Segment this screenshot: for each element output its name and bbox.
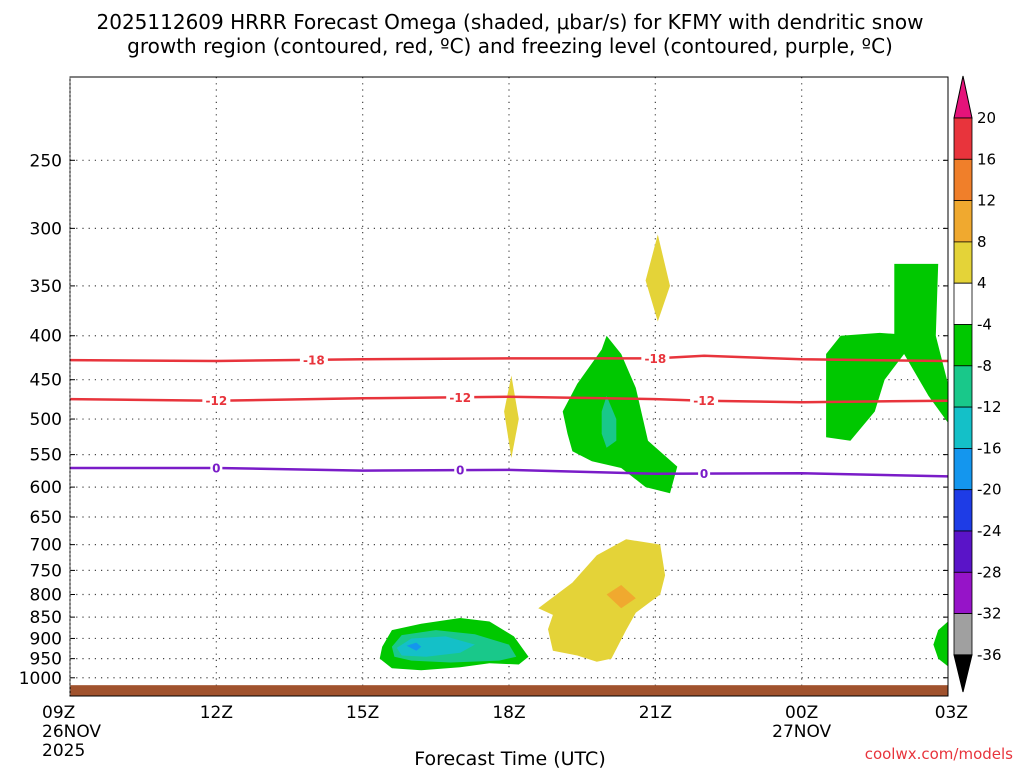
colorbar-band bbox=[953, 489, 973, 532]
freezing-level-0-line bbox=[70, 466, 949, 478]
x-tick-label: 18Z bbox=[492, 703, 525, 723]
colorbar-band bbox=[953, 571, 973, 614]
dgz-minus-12-label-bg bbox=[446, 390, 475, 405]
colorbar-band bbox=[953, 613, 973, 656]
colorbar-tick-label: 12 bbox=[977, 192, 996, 210]
temperature-contours: -18 -18 -12 -12 -12 0 0 0 bbox=[69, 351, 949, 481]
freezing-level-0-label-bg bbox=[698, 466, 711, 481]
colorbar-band bbox=[953, 282, 973, 325]
dgz-minus-12-line bbox=[69, 395, 949, 404]
colorbar-tick-label: -20 bbox=[977, 481, 1002, 499]
y-axis-labels: 2503003504004505005506006507007508008509… bbox=[19, 151, 62, 688]
x-tick-label: 21Z bbox=[639, 703, 672, 723]
freezing-level-0-label-bg bbox=[454, 463, 467, 478]
y-tick-label: 650 bbox=[30, 508, 62, 528]
omega-4-to-8-mid bbox=[538, 539, 666, 662]
terrain-bar bbox=[70, 685, 948, 696]
dgz-minus-18-label: -18 bbox=[644, 352, 666, 366]
colorbar-band bbox=[953, 406, 973, 449]
colorbar-bottom-arrow bbox=[953, 654, 973, 693]
dgz-minus-18-line bbox=[69, 354, 949, 363]
dgz-minus-12-label: -12 bbox=[693, 394, 715, 408]
freezing-level-0-label-bg bbox=[210, 460, 223, 475]
colorbar-tick-label: -24 bbox=[977, 522, 1002, 540]
credit-text: coolwx.com/models bbox=[865, 745, 1013, 763]
colorbar-tick-label: 8 bbox=[977, 233, 987, 251]
y-tick-label: 350 bbox=[30, 277, 62, 297]
x-axis-title: Forecast Time (UTC) bbox=[414, 748, 605, 768]
colorbar-tick-label: -8 bbox=[977, 357, 992, 375]
omega-neg16-to-neg20-low bbox=[406, 642, 422, 651]
x-tick-label: 09Z bbox=[42, 703, 75, 723]
x-tick-label: 12Z bbox=[200, 703, 233, 723]
freezing-level-0-label: 0 bbox=[700, 467, 708, 481]
y-tick-label: 250 bbox=[30, 151, 62, 171]
y-tick-label: 500 bbox=[30, 410, 62, 430]
y-tick-label: 300 bbox=[30, 219, 62, 239]
colorbar-tick-label: 20 bbox=[977, 109, 996, 127]
chart-title-line1: 2025112609 HRRR Forecast Omega (shaded, … bbox=[97, 10, 924, 34]
dgz-minus-12-label-bg bbox=[690, 393, 719, 408]
plot-frame bbox=[69, 76, 949, 697]
y-tick-label: 600 bbox=[30, 478, 62, 498]
dgz-minus-12-label-bg bbox=[202, 393, 231, 408]
colorbar-band bbox=[953, 117, 973, 160]
dgz-minus-18-label: -18 bbox=[303, 353, 325, 367]
freezing-level-0-label: 0 bbox=[456, 464, 464, 478]
colorbar-band bbox=[953, 365, 973, 408]
omega-neg4-to-neg8-lower-right bbox=[933, 621, 948, 667]
colorbar-tick-label: -16 bbox=[977, 439, 1002, 457]
colorbar-tick-label: 4 bbox=[977, 274, 987, 292]
x-tick-date: 27NOV bbox=[772, 722, 831, 742]
x-tick-year: 2025 bbox=[42, 741, 85, 761]
x-tick-label: 00Z bbox=[785, 703, 818, 723]
colorbar-tick-label: -36 bbox=[977, 646, 1002, 664]
omega-neg4-to-neg8-upper-mid bbox=[562, 335, 678, 494]
y-tick-label: 550 bbox=[30, 446, 62, 466]
chart-title-line2: growth region (contoured, red, ºC) and f… bbox=[127, 34, 893, 58]
omega-neg8-to-neg12-core bbox=[601, 395, 617, 448]
colorbar-band bbox=[953, 447, 973, 491]
y-tick-label: 800 bbox=[30, 585, 62, 605]
y-tick-label: 850 bbox=[30, 608, 62, 628]
y-tick-label: 900 bbox=[30, 629, 62, 649]
colorbar-tick-label: -28 bbox=[977, 563, 1002, 581]
omega-4-to-8-sliver-18z bbox=[504, 375, 519, 458]
dgz-minus-18-label-bg bbox=[641, 351, 670, 366]
colorbar-band bbox=[953, 241, 973, 284]
colorbar-tick-label: 16 bbox=[977, 150, 996, 168]
x-tick-label: 03Z bbox=[935, 703, 968, 723]
y-tick-label: 450 bbox=[30, 371, 62, 391]
x-tick-date: 26NOV bbox=[42, 722, 101, 742]
dgz-minus-12-label: -12 bbox=[449, 391, 471, 405]
freezing-level-0-label: 0 bbox=[212, 461, 220, 475]
colorbar-band bbox=[953, 324, 973, 367]
colorbar-band bbox=[953, 530, 973, 573]
y-tick-label: 700 bbox=[30, 536, 62, 556]
y-tick-label: 1000 bbox=[19, 669, 62, 689]
x-tick-label: 15Z bbox=[346, 703, 379, 723]
y-tick-label: 750 bbox=[30, 561, 62, 581]
omega-neg12-to-neg16-low bbox=[396, 636, 475, 657]
omega-shading bbox=[379, 234, 948, 671]
y-tick-label: 950 bbox=[30, 650, 62, 670]
dgz-minus-18-label-bg bbox=[299, 352, 328, 367]
colorbar-tick-label: -4 bbox=[977, 316, 992, 334]
omega-neg4-to-neg8-upper-right bbox=[826, 263, 948, 441]
y-tick-label: 400 bbox=[30, 327, 62, 347]
colorbar: 20 16 12 8 4 -4 -8 -12 -16 -20 -24 -28 -32 -36 bbox=[953, 75, 1002, 693]
colorbar-band bbox=[953, 158, 973, 202]
dgz-minus-12-label: -12 bbox=[205, 394, 227, 408]
omega-8-to-12-mid bbox=[606, 585, 636, 609]
colorbar-top-arrow bbox=[953, 75, 973, 119]
colorbar-tick-label: -32 bbox=[977, 605, 1002, 623]
colorbar-band bbox=[953, 200, 973, 243]
terrain bbox=[70, 685, 948, 696]
grid-lines bbox=[69, 77, 949, 696]
colorbar-tick-label: -12 bbox=[977, 398, 1002, 416]
omega-4-to-8-sliver-21z bbox=[645, 234, 670, 322]
